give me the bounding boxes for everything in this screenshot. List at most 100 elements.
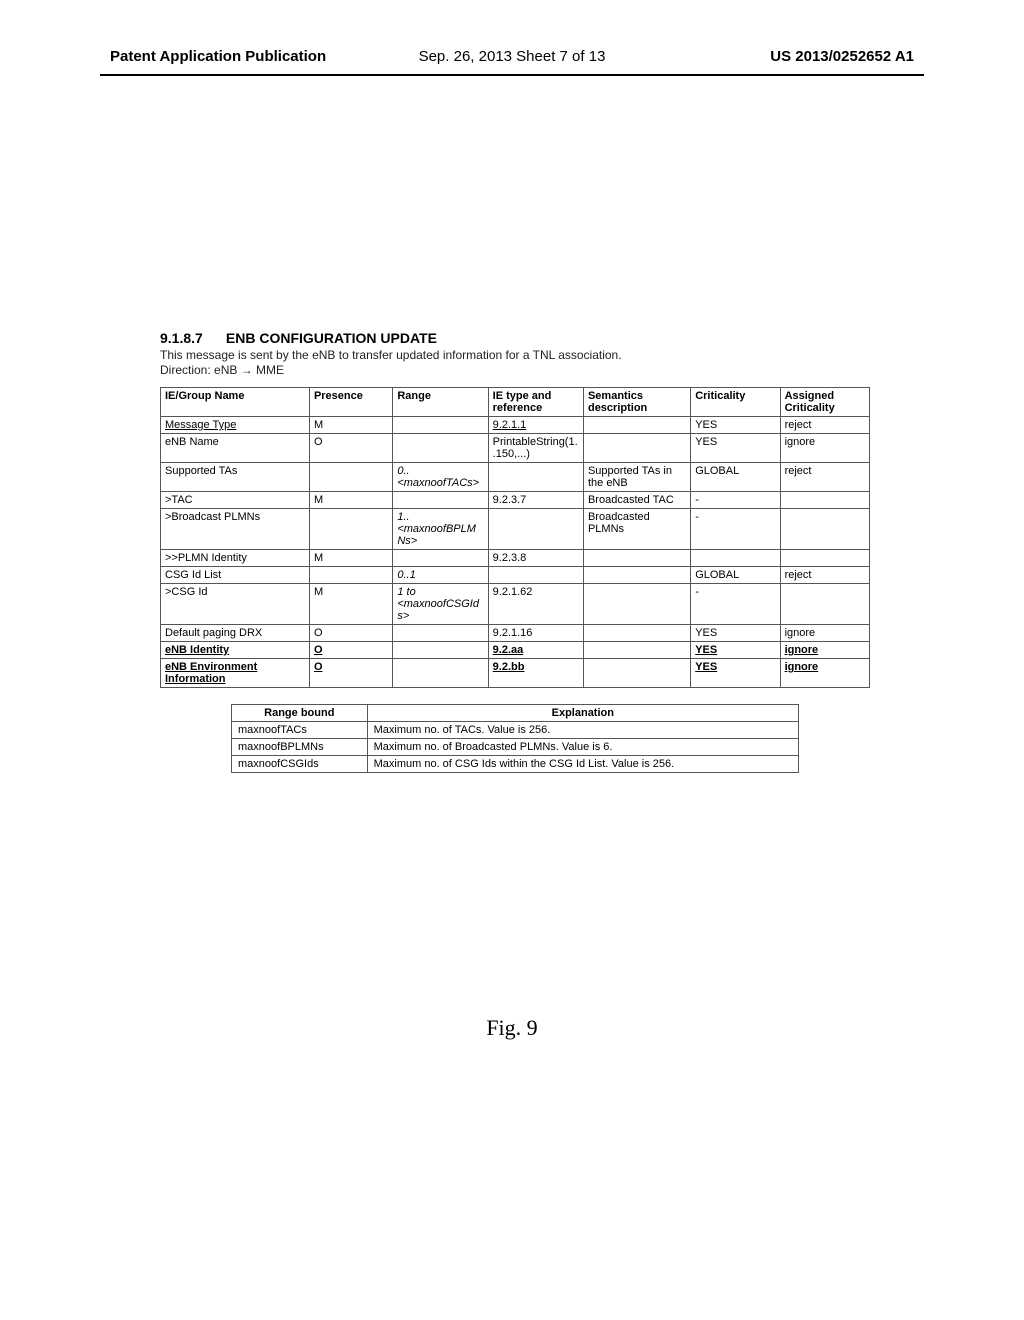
range-table-row: maxnoofBPLMNsMaximum no. of Broadcasted … bbox=[232, 739, 799, 756]
ie-table-cell: - bbox=[691, 509, 780, 550]
ie-table-cell bbox=[488, 567, 583, 584]
ie-table-cell: M bbox=[309, 492, 392, 509]
section-number: 9.1.8.7 bbox=[160, 330, 222, 346]
section-intro: This message is sent by the eNB to trans… bbox=[160, 348, 870, 362]
ie-table-row: eNB NameO PrintableString(1..150,...) YESi… bbox=[161, 434, 870, 463]
range-table-cell: maxnoofCSGIds bbox=[232, 756, 368, 773]
ie-table-cell: ignore bbox=[780, 434, 869, 463]
ie-table-cell: 9.2.bb bbox=[488, 659, 583, 688]
range-table-row: maxnoofTACsMaximum no. of TACs. Value is… bbox=[232, 722, 799, 739]
ie-table-row: >TACM 9.2.3.7Broadcasted TAC- bbox=[161, 492, 870, 509]
ie-table-cell: M bbox=[309, 550, 392, 567]
ie-table-row: eNB Environment InformationO 9.2.bb YESign… bbox=[161, 659, 870, 688]
ie-table-cell: eNB Name bbox=[161, 434, 310, 463]
section-heading: 9.1.8.7 ENB CONFIGURATION UPDATE bbox=[160, 330, 870, 346]
ie-table-cell bbox=[583, 550, 690, 567]
ie-table-cell: 1 to <maxnoofCSGIds> bbox=[393, 584, 488, 625]
range-table-cell: Maximum no. of CSG Ids within the CSG Id… bbox=[367, 756, 798, 773]
ie-table-cell: YES bbox=[691, 642, 780, 659]
ie-table-cell: - bbox=[691, 492, 780, 509]
range-table: Range boundExplanation maxnoofTACsMaximu… bbox=[231, 704, 799, 773]
header-left: Patent Application Publication bbox=[110, 48, 326, 65]
ie-table-cell: 0..<maxnoofTACs> bbox=[393, 463, 488, 492]
ie-table-cell bbox=[488, 509, 583, 550]
ie-table-cell: >TAC bbox=[161, 492, 310, 509]
ie-table-cell: eNB Environment Information bbox=[161, 659, 310, 688]
ie-table-cell: YES bbox=[691, 434, 780, 463]
ie-table-cell: YES bbox=[691, 417, 780, 434]
ie-table-cell: O bbox=[309, 434, 392, 463]
ie-table-cell: ignore bbox=[780, 625, 869, 642]
header-rule bbox=[100, 74, 924, 76]
range-table-row: maxnoofCSGIdsMaximum no. of CSG Ids with… bbox=[232, 756, 799, 773]
ie-table-cell bbox=[393, 434, 488, 463]
range-table-cell: Maximum no. of TACs. Value is 256. bbox=[367, 722, 798, 739]
ie-table-cell: >CSG Id bbox=[161, 584, 310, 625]
ie-table-cell bbox=[393, 417, 488, 434]
ie-table-cell: 9.2.aa bbox=[488, 642, 583, 659]
ie-table-cell: reject bbox=[780, 417, 869, 434]
ie-table-cell bbox=[780, 550, 869, 567]
ie-table-row: >Broadcast PLMNs 1..<maxnoofBPLMNs> Broadc… bbox=[161, 509, 870, 550]
ie-table-cell: M bbox=[309, 584, 392, 625]
ie-table-cell: YES bbox=[691, 659, 780, 688]
section-title-text: ENB CONFIGURATION UPDATE bbox=[226, 330, 437, 346]
ie-table-cell: 1..<maxnoofBPLMNs> bbox=[393, 509, 488, 550]
ie-table-cell: reject bbox=[780, 567, 869, 584]
ie-table-row: eNB IdentityO 9.2.aa YESignore bbox=[161, 642, 870, 659]
ie-table-row: Default paging DRXO9.2.1.16YESignore bbox=[161, 625, 870, 642]
ie-table-cell: YES bbox=[691, 625, 780, 642]
ie-table-cell: Message Type bbox=[161, 417, 310, 434]
header-right: US 2013/0252652 A1 bbox=[770, 48, 914, 65]
ie-table: IE/Group NamePresenceRangeIE type and re… bbox=[160, 387, 870, 688]
ie-table-cell: O bbox=[309, 659, 392, 688]
ie-table-cell: >>PLMN Identity bbox=[161, 550, 310, 567]
ie-table-cell bbox=[780, 492, 869, 509]
ie-table-cell: 0..1 bbox=[393, 567, 488, 584]
ie-table-row: >CSG IdM1 to <maxnoofCSGIds>9.2.1.62- bbox=[161, 584, 870, 625]
ie-table-header-cell: IE/Group Name bbox=[161, 388, 310, 417]
ie-table-cell bbox=[583, 659, 690, 688]
ie-table-header-row: IE/Group NamePresenceRangeIE type and re… bbox=[161, 388, 870, 417]
ie-table-cell: >Broadcast PLMNs bbox=[161, 509, 310, 550]
ie-table-cell: PrintableString(1..150,...) bbox=[488, 434, 583, 463]
ie-table-cell bbox=[691, 550, 780, 567]
ie-table-cell: 9.2.1.1 bbox=[488, 417, 583, 434]
ie-table-cell: ignore bbox=[780, 642, 869, 659]
ie-table-header-cell: Range bbox=[393, 388, 488, 417]
range-table-cell: maxnoofBPLMNs bbox=[232, 739, 368, 756]
range-table-cell: maxnoofTACs bbox=[232, 722, 368, 739]
ie-table-cell: Broadcasted TAC bbox=[583, 492, 690, 509]
ie-table-cell bbox=[393, 659, 488, 688]
ie-table-cell: Supported TAs in the eNB bbox=[583, 463, 690, 492]
ie-table-cell: 9.2.3.7 bbox=[488, 492, 583, 509]
ie-table-cell: GLOBAL bbox=[691, 463, 780, 492]
ie-table-row: Message TypeM 9.2.1.1 YESreject bbox=[161, 417, 870, 434]
ie-table-cell: ignore bbox=[780, 659, 869, 688]
ie-table-cell: Default paging DRX bbox=[161, 625, 310, 642]
ie-table-cell: CSG Id List bbox=[161, 567, 310, 584]
ie-table-cell: reject bbox=[780, 463, 869, 492]
ie-table-cell bbox=[583, 584, 690, 625]
ie-table-header-cell: IE type and reference bbox=[488, 388, 583, 417]
ie-table-cell bbox=[309, 509, 392, 550]
ie-table-cell bbox=[583, 417, 690, 434]
ie-table-cell: O bbox=[309, 642, 392, 659]
ie-table-cell bbox=[309, 463, 392, 492]
section-direction: Direction: eNB → MME bbox=[160, 363, 870, 377]
ie-table-header-cell: Semantics description bbox=[583, 388, 690, 417]
ie-table-row: Supported TAs 0..<maxnoofTACs> Supported T… bbox=[161, 463, 870, 492]
ie-table-cell: M bbox=[309, 417, 392, 434]
ie-table-cell bbox=[393, 625, 488, 642]
ie-table-cell: Broadcasted PLMNs bbox=[583, 509, 690, 550]
range-table-header-row: Range boundExplanation bbox=[232, 705, 799, 722]
ie-table-cell bbox=[393, 550, 488, 567]
ie-table-header-cell: Assigned Criticality bbox=[780, 388, 869, 417]
ie-table-cell: Supported TAs bbox=[161, 463, 310, 492]
figure-caption: Fig. 9 bbox=[0, 1015, 1024, 1041]
ie-table-cell bbox=[488, 463, 583, 492]
ie-table-cell bbox=[309, 567, 392, 584]
ie-table-cell: eNB Identity bbox=[161, 642, 310, 659]
ie-table-cell bbox=[393, 492, 488, 509]
ie-table-cell: 9.2.1.62 bbox=[488, 584, 583, 625]
